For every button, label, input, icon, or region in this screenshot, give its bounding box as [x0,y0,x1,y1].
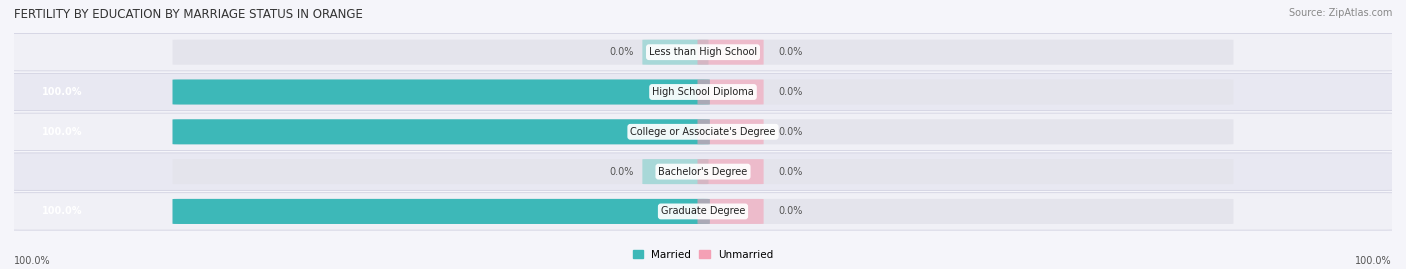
Text: Bachelor's Degree: Bachelor's Degree [658,167,748,177]
FancyBboxPatch shape [697,119,763,144]
FancyBboxPatch shape [7,33,1399,71]
FancyBboxPatch shape [7,73,1399,111]
Legend: Married, Unmarried: Married, Unmarried [628,245,778,264]
FancyBboxPatch shape [7,153,1399,190]
FancyBboxPatch shape [173,79,1233,105]
FancyBboxPatch shape [173,119,1233,144]
FancyBboxPatch shape [173,119,710,144]
FancyBboxPatch shape [173,79,710,105]
FancyBboxPatch shape [173,159,1233,184]
Text: Less than High School: Less than High School [650,47,756,57]
Text: 100.0%: 100.0% [42,206,82,217]
FancyBboxPatch shape [173,40,1233,65]
FancyBboxPatch shape [173,199,1233,224]
FancyBboxPatch shape [7,113,1399,151]
Text: Graduate Degree: Graduate Degree [661,206,745,217]
Text: 100.0%: 100.0% [42,127,82,137]
Text: 0.0%: 0.0% [610,47,634,57]
Text: 0.0%: 0.0% [779,206,803,217]
FancyBboxPatch shape [7,193,1399,230]
Text: 0.0%: 0.0% [779,127,803,137]
Text: 0.0%: 0.0% [779,87,803,97]
Text: FERTILITY BY EDUCATION BY MARRIAGE STATUS IN ORANGE: FERTILITY BY EDUCATION BY MARRIAGE STATU… [14,8,363,21]
Text: Source: ZipAtlas.com: Source: ZipAtlas.com [1288,8,1392,18]
FancyBboxPatch shape [643,159,709,184]
FancyBboxPatch shape [697,159,763,184]
Text: 0.0%: 0.0% [779,167,803,177]
FancyBboxPatch shape [697,199,763,224]
FancyBboxPatch shape [697,40,763,65]
Text: 100.0%: 100.0% [42,87,82,97]
Text: High School Diploma: High School Diploma [652,87,754,97]
Text: 100.0%: 100.0% [14,256,51,266]
FancyBboxPatch shape [643,40,709,65]
Text: 100.0%: 100.0% [1355,256,1392,266]
Text: 0.0%: 0.0% [610,167,634,177]
FancyBboxPatch shape [173,199,710,224]
Text: 0.0%: 0.0% [779,47,803,57]
FancyBboxPatch shape [697,80,763,104]
Text: College or Associate's Degree: College or Associate's Degree [630,127,776,137]
